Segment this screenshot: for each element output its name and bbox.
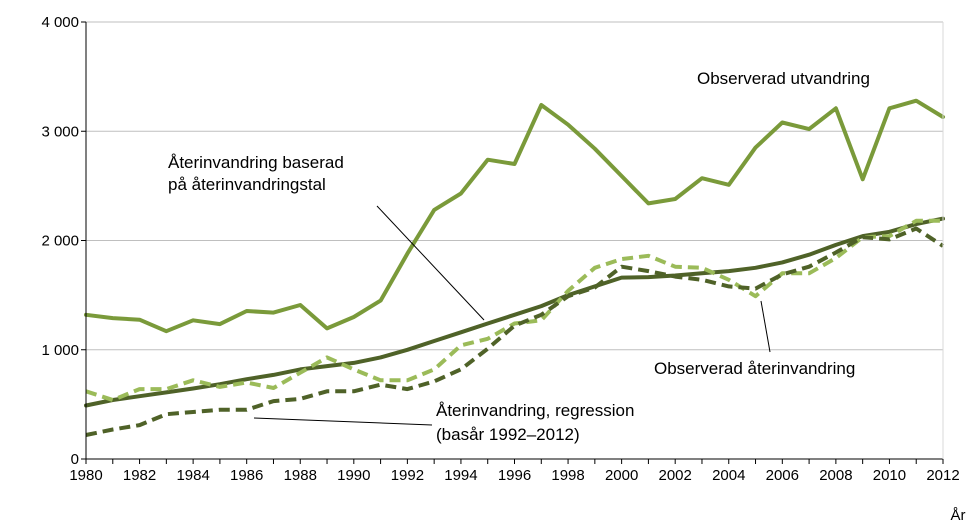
x-tick-label: 2000 [605, 467, 638, 484]
x-tick-label: 2006 [766, 467, 799, 484]
series-line-4 [85, 226, 945, 437]
x-tick-labels: 1980 1982 1984 1986 1988 1990 1992 1994 1996 1998… [69, 467, 959, 484]
annotation-leader-line [253, 417, 433, 426]
x-tick-label: 1992 [391, 467, 424, 484]
x-tick-label: 1996 [498, 467, 531, 484]
x-tick-label: 2004 [712, 467, 745, 484]
leader-lines [253, 205, 771, 426]
y-tick-labels: 0 1 000 2 000 3 000 4 000 [41, 14, 79, 468]
gridlines [86, 21, 943, 351]
annotation-leader-line [376, 205, 485, 321]
annotation-aterinvandring-regression-line-2: (basår 1992–2012) [436, 425, 580, 444]
x-tick-label: 1984 [176, 467, 209, 484]
x-axis-label: År [951, 507, 966, 524]
x-tick-label: 2010 [873, 467, 906, 484]
y-tick-label: 1 000 [41, 342, 79, 359]
x-tick-label: 1994 [444, 467, 477, 484]
x-tick-label: 2012 [926, 467, 959, 484]
annotations: Observerad utvandring Återinvandring base… [168, 69, 870, 444]
x-tick-label: 1998 [551, 467, 584, 484]
x-tick-label: 1982 [123, 467, 156, 484]
annotation-observerad-aterinvandring-line-1: Observerad återinvandring [654, 359, 855, 378]
series-lines [84, 98, 945, 437]
y-tick-label: 2 000 [41, 233, 79, 250]
annotation-observerad-utvandring-line-1: Observerad utvandring [697, 69, 870, 88]
annotation-aterinvandring-baserad-line-2: på återinvandringstal [168, 175, 326, 194]
x-tick-label: 1990 [337, 467, 370, 484]
y-tick-label: 0 [71, 451, 79, 468]
x-tick-label: 1988 [284, 467, 317, 484]
series-line-3 [85, 218, 943, 402]
x-tick-label: 2002 [659, 467, 692, 484]
y-tick-label: 3 000 [41, 123, 79, 140]
axes [81, 21, 944, 464]
series-line-2 [84, 216, 945, 408]
annotation-aterinvandring-regression-line-1: Återinvandring, regression [436, 401, 634, 420]
annotation-aterinvandring-baserad-line-1: Återinvandring baserad [168, 153, 344, 172]
x-tick-label: 1980 [69, 467, 102, 484]
x-tick-label: 1986 [230, 467, 263, 484]
y-tick-label: 4 000 [41, 14, 79, 31]
annotation-leader-line [760, 300, 771, 353]
x-tick-label: 2008 [819, 467, 852, 484]
series-line-1 [84, 98, 945, 334]
